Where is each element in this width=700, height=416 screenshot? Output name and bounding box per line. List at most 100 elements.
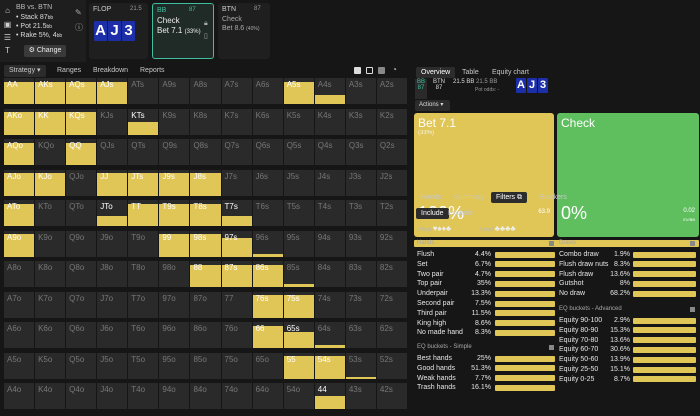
hand-cell[interactable]: 95o [159,352,190,379]
hand-cell[interactable]: A7o [4,291,35,318]
hand-cell[interactable]: 96s [252,230,283,257]
filter-row[interactable]: Equity 90-100 2.9% [559,316,696,325]
hand-cell[interactable]: TT [128,200,159,226]
hand-cell[interactable]: 86s [252,261,283,287]
bb-node-bet[interactable]: Bet 7.1 (33%) [157,26,201,35]
hand-cell[interactable]: ATo [4,200,35,226]
hand-cell[interactable]: KJo [35,169,66,196]
btn-action-node[interactable]: BTN 87 Check Bet 8.6 (40%) [218,3,270,59]
view-compact-icon[interactable] [378,67,385,74]
hand-cell[interactable]: KJs [97,108,128,135]
filter-row[interactable]: Equity 70-80 13.6% [559,336,696,345]
hand-cell[interactable]: AKs [35,78,66,104]
hand-cell[interactable]: T8s [190,200,221,226]
hand-cell[interactable]: 88 [190,261,221,287]
bb-action-node[interactable]: BB 87 Check Bet 7.1 (33%) 🔒︎ ▯ [152,3,214,59]
hand-cell[interactable]: Q9s [159,139,190,165]
filter-row[interactable]: Good hands 51.3% [417,364,555,373]
hand-cell[interactable]: 84o [190,383,221,409]
hand-cell[interactable]: T7s [221,200,252,226]
section-menu-icon[interactable] [549,345,554,350]
hand-cell[interactable]: A4s [314,78,345,104]
hand-cell[interactable]: A6s [252,78,283,104]
text-tool-icon[interactable]: T [5,46,10,55]
hand-cell[interactable]: K7s [221,108,252,135]
hand-cell[interactable]: Q9o [66,230,97,257]
filter-row[interactable]: Second pair 7.5% [417,299,555,308]
hand-cell[interactable]: 44 [314,383,345,409]
home-icon[interactable]: ⌂ [5,6,10,15]
hand-cell[interactable]: J8o [97,261,128,287]
hand-cell[interactable]: J6s [252,169,283,196]
filter-row[interactable]: No made hand 8.3% [417,328,555,337]
hand-cell[interactable]: AJs [97,78,128,104]
hand-cell[interactable]: 64o [252,383,283,409]
hand-cell[interactable]: T4o [128,383,159,409]
tab-breakdown[interactable]: Breakdown [93,67,129,74]
filter-row[interactable]: Flush draw 13.6% [559,270,696,279]
hand-cell[interactable]: J5s [283,169,314,196]
hand-cell[interactable]: J5o [97,352,128,379]
hand-cell[interactable]: 76s [252,291,283,318]
hand-cell[interactable]: A8s [190,78,221,104]
tab-table[interactable]: Table [462,69,479,76]
hand-cell[interactable]: ATs [128,78,159,104]
offsuit-filter[interactable]: Offsuit ♥♠♦♣ [417,224,451,233]
tab-strategy[interactable]: Strategy ▾ [4,65,46,77]
hand-cell[interactable]: A2s [376,78,407,104]
hand-cell[interactable]: K5s [283,108,314,135]
hand-cell[interactable]: K9o [35,230,66,257]
hand-cell[interactable]: K9s [159,108,190,135]
hand-cell[interactable]: 55 [283,352,314,379]
hand-cell[interactable]: JJ [97,169,128,196]
hand-cell[interactable]: 62s [376,322,407,348]
hand-cell[interactable]: A5o [4,352,35,379]
hand-cell[interactable]: Q3s [345,139,376,165]
hand-cell[interactable]: Q7s [221,139,252,165]
change-button[interactable]: ⚙ Change [24,45,66,57]
hand-cell[interactable]: K2s [376,108,407,135]
hand-cell[interactable]: 87o [190,291,221,318]
hand-cell[interactable]: 63s [345,322,376,348]
hand-cell[interactable]: A7s [221,78,252,104]
bb-node-check[interactable]: Check [157,16,180,25]
hand-cell[interactable]: QJs [97,139,128,165]
tab-equity-chart[interactable]: Equity chart [492,69,529,76]
hand-cell[interactable]: 73s [345,291,376,318]
filter-row[interactable]: Best hands 25% [417,354,555,363]
hand-cell[interactable]: 72s [376,291,407,318]
hand-cell[interactable]: 85s [283,261,314,287]
section-menu-icon[interactable] [690,307,695,312]
tab-overview[interactable]: Overview [416,67,456,78]
hand-cell[interactable]: K3s [345,108,376,135]
hand-cell[interactable]: 98s [190,230,221,257]
hand-cell[interactable]: 85o [190,352,221,379]
hand-cell[interactable]: 54o [283,383,314,409]
hand-cell[interactable]: KTs [128,108,159,135]
hand-cell[interactable]: J6o [97,322,128,348]
hand-cell[interactable]: 76o [221,322,252,348]
hand-cell[interactable]: 96o [159,322,190,348]
hand-cell[interactable]: Q4s [314,139,345,165]
filter-row[interactable]: Weak hands 7.7% [417,374,555,383]
hand-cell[interactable]: 98o [159,261,190,287]
hand-cell[interactable]: 97s [221,230,252,257]
subtab-hands[interactable]: Hands [421,194,442,201]
suited-filter[interactable]: Suited ♣♣♣♣ [479,224,516,233]
btn-node-check[interactable]: Check [222,16,242,23]
hand-cell[interactable]: T6s [252,200,283,226]
filter-row[interactable]: Trash hands 16.1% [417,383,555,392]
hand-cell[interactable]: AQs [66,78,97,104]
edit-icon[interactable]: ✎ [75,8,82,17]
filter-row[interactable]: Set 6.7% [417,260,555,269]
hand-cell[interactable]: 64s [314,322,345,348]
hand-cell[interactable]: 86o [190,322,221,348]
hand-cell[interactable]: Q7o [66,291,97,318]
hand-cell[interactable]: QTo [66,200,97,226]
book-icon[interactable]: ▯ [204,33,208,40]
hand-cell[interactable]: 66 [252,322,283,348]
settings-icon[interactable]: ☰ [3,33,12,42]
hand-cell[interactable]: QJo [66,169,97,196]
hand-cell[interactable]: T9s [159,200,190,226]
hand-cell[interactable]: T4s [314,200,345,226]
